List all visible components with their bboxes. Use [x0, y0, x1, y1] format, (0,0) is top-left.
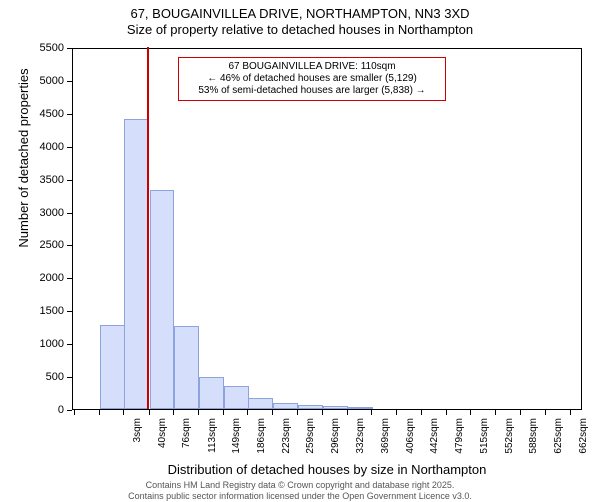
x-tick	[371, 410, 372, 415]
histogram-bar	[174, 326, 199, 409]
chart-title-line2: Size of property relative to detached ho…	[0, 22, 600, 38]
x-tick-label: 552sqm	[504, 418, 515, 478]
y-tick	[67, 48, 72, 49]
annotation-box: 67 BOUGAINVILLEA DRIVE: 110sqm← 46% of d…	[178, 57, 446, 101]
footer-attribution: Contains HM Land Registry data © Crown c…	[0, 480, 600, 502]
x-tick	[74, 410, 75, 415]
x-tick-label: 223sqm	[281, 418, 292, 478]
y-tick	[67, 147, 72, 148]
annotation-line: 67 BOUGAINVILLEA DRIVE: 110sqm	[184, 61, 440, 73]
y-tick-label: 1000	[24, 338, 64, 350]
histogram-bar	[298, 405, 323, 409]
x-tick	[198, 410, 199, 415]
y-tick-label: 2000	[24, 272, 64, 284]
x-tick-label: 479sqm	[454, 418, 465, 478]
y-tick	[67, 245, 72, 246]
y-tick	[67, 344, 72, 345]
title-block: 67, BOUGAINVILLEA DRIVE, NORTHAMPTON, NN…	[0, 0, 600, 37]
x-tick	[322, 410, 323, 415]
y-tick-label: 3500	[24, 174, 64, 186]
x-tick	[545, 410, 546, 415]
x-tick-label: 442sqm	[429, 418, 440, 478]
histogram-bar	[224, 386, 249, 409]
y-tick-label: 4000	[24, 141, 64, 153]
x-tick-label: 662sqm	[578, 418, 589, 478]
x-tick-label: 369sqm	[380, 418, 391, 478]
x-tick	[520, 410, 521, 415]
x-tick	[223, 410, 224, 415]
y-tick-label: 2500	[24, 239, 64, 251]
y-tick	[67, 278, 72, 279]
histogram-bar	[199, 377, 224, 409]
x-tick	[570, 410, 571, 415]
annotation-line: 53% of semi-detached houses are larger (…	[184, 85, 440, 97]
y-tick-label: 1500	[24, 305, 64, 317]
y-tick	[67, 377, 72, 378]
histogram-bar	[273, 403, 298, 409]
y-tick	[67, 180, 72, 181]
y-tick	[67, 311, 72, 312]
histogram-bar	[348, 407, 373, 409]
histogram-bar	[150, 190, 175, 409]
x-tick-label: 40sqm	[157, 418, 168, 478]
x-tick-label: 149sqm	[231, 418, 242, 478]
x-tick-label: 625sqm	[553, 418, 564, 478]
x-tick-label: 3sqm	[132, 418, 143, 478]
x-tick-label: 515sqm	[479, 418, 490, 478]
footer-line1: Contains HM Land Registry data © Crown c…	[0, 480, 600, 491]
x-tick-label: 296sqm	[330, 418, 341, 478]
chart-title-line1: 67, BOUGAINVILLEA DRIVE, NORTHAMPTON, NN…	[0, 6, 600, 22]
x-tick-label: 259sqm	[305, 418, 316, 478]
chart-container: 67, BOUGAINVILLEA DRIVE, NORTHAMPTON, NN…	[0, 0, 600, 500]
histogram-bar	[323, 406, 348, 409]
y-tick-label: 4500	[24, 108, 64, 120]
y-tick-label: 5000	[24, 75, 64, 87]
y-tick	[67, 410, 72, 411]
x-tick	[99, 410, 100, 415]
y-tick	[67, 213, 72, 214]
x-tick	[470, 410, 471, 415]
x-tick	[272, 410, 273, 415]
x-tick	[446, 410, 447, 415]
plot-area: 67 BOUGAINVILLEA DRIVE: 110sqm← 46% of d…	[72, 48, 582, 410]
x-tick	[396, 410, 397, 415]
x-tick	[247, 410, 248, 415]
x-tick-label: 332sqm	[355, 418, 366, 478]
x-tick	[173, 410, 174, 415]
x-tick-label: 588sqm	[528, 418, 539, 478]
annotation-line: ← 46% of detached houses are smaller (5,…	[184, 73, 440, 85]
y-tick-label: 3000	[24, 207, 64, 219]
y-tick-label: 5500	[24, 42, 64, 54]
y-tick	[67, 81, 72, 82]
x-tick	[495, 410, 496, 415]
y-tick-label: 500	[24, 371, 64, 383]
x-tick	[421, 410, 422, 415]
x-tick	[297, 410, 298, 415]
x-tick	[347, 410, 348, 415]
x-tick-label: 76sqm	[181, 418, 192, 478]
property-marker-line	[147, 47, 149, 409]
x-tick	[149, 410, 150, 415]
x-tick-label: 186sqm	[256, 418, 267, 478]
histogram-bar	[248, 398, 273, 409]
x-tick	[123, 410, 124, 415]
y-tick-label: 0	[24, 404, 64, 416]
x-tick-label: 406sqm	[405, 418, 416, 478]
histogram-bar	[100, 325, 125, 409]
x-tick-label: 113sqm	[207, 418, 218, 478]
y-tick	[67, 114, 72, 115]
